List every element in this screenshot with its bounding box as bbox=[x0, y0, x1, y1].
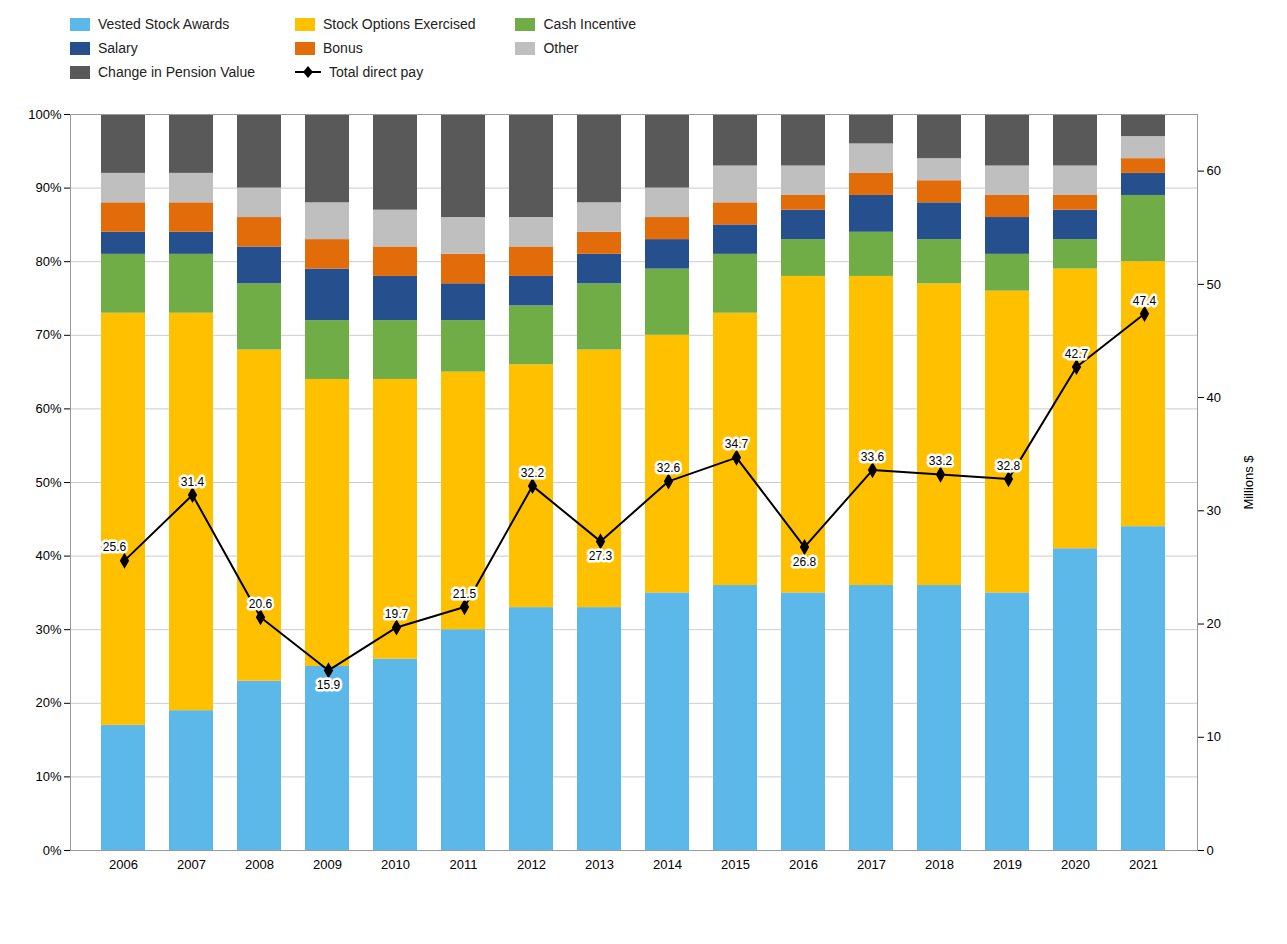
svg-text:19.7: 19.7 bbox=[385, 607, 409, 621]
svg-text:30: 30 bbox=[1207, 503, 1221, 518]
svg-text:32.8: 32.8 bbox=[997, 459, 1021, 473]
svg-text:21.5: 21.5 bbox=[453, 587, 477, 601]
svg-text:2016: 2016 bbox=[789, 857, 818, 872]
svg-text:100%: 100% bbox=[28, 107, 62, 122]
svg-text:20%: 20% bbox=[35, 695, 61, 710]
svg-text:27.3: 27.3 bbox=[589, 549, 613, 563]
html-text:Total direct pay: Total direct pay bbox=[329, 64, 424, 80]
svg-text:33.6: 33.6 bbox=[861, 450, 885, 464]
svg-text:70%: 70% bbox=[35, 327, 61, 342]
html-text:Stock Options Exercised: Stock Options Exercised bbox=[323, 16, 476, 32]
svg-text:32.2: 32.2 bbox=[521, 466, 545, 480]
svg-text:50: 50 bbox=[1207, 277, 1221, 292]
svg-text:80%: 80% bbox=[35, 254, 61, 269]
svg-text:90%: 90% bbox=[35, 180, 61, 195]
svg-text:15.9: 15.9 bbox=[317, 678, 341, 692]
svg-text:2021: 2021 bbox=[1129, 857, 1158, 872]
svg-text:42.7: 42.7 bbox=[1065, 347, 1089, 361]
svg-text:Millions $: Millions $ bbox=[1241, 455, 1256, 510]
svg-text:2009: 2009 bbox=[313, 857, 342, 872]
svg-text:26.8: 26.8 bbox=[793, 555, 817, 569]
svg-text:60%: 60% bbox=[35, 401, 61, 416]
html-text:Change in Pension Value: Change in Pension Value bbox=[98, 64, 255, 80]
html-text:Other: Other bbox=[543, 40, 579, 56]
svg-text:2007: 2007 bbox=[177, 857, 206, 872]
html-text:Bonus: Bonus bbox=[323, 40, 363, 56]
svg-text:2010: 2010 bbox=[381, 857, 410, 872]
svg-text:34.7: 34.7 bbox=[725, 437, 749, 451]
svg-text:2017: 2017 bbox=[857, 857, 886, 872]
svg-text:10: 10 bbox=[1207, 729, 1221, 744]
svg-text:0%: 0% bbox=[43, 843, 62, 858]
svg-text:40: 40 bbox=[1207, 390, 1221, 405]
svg-text:47.4: 47.4 bbox=[1133, 294, 1157, 308]
svg-text:2011: 2011 bbox=[450, 857, 478, 872]
html-text:Cash Incentive: Cash Incentive bbox=[543, 16, 637, 32]
svg-text:25.6: 25.6 bbox=[103, 540, 127, 554]
svg-text:2012: 2012 bbox=[517, 857, 546, 872]
svg-text:32.6: 32.6 bbox=[657, 461, 681, 475]
svg-text:33.2: 33.2 bbox=[929, 454, 953, 468]
svg-text:40%: 40% bbox=[35, 548, 61, 563]
svg-text:60: 60 bbox=[1207, 163, 1221, 178]
svg-text:10%: 10% bbox=[35, 769, 61, 784]
svg-text:2018: 2018 bbox=[925, 857, 954, 872]
svg-text:20: 20 bbox=[1207, 616, 1221, 631]
svg-text:31.4: 31.4 bbox=[181, 475, 205, 489]
svg-text:2014: 2014 bbox=[653, 857, 682, 872]
svg-text:30%: 30% bbox=[35, 622, 61, 637]
html-text:Salary: Salary bbox=[98, 40, 138, 56]
svg-text:2019: 2019 bbox=[993, 857, 1022, 872]
svg-text:2013: 2013 bbox=[585, 857, 614, 872]
svg-text:0: 0 bbox=[1207, 843, 1214, 858]
html-text:Vested Stock Awards: Vested Stock Awards bbox=[98, 16, 230, 32]
svg-text:50%: 50% bbox=[35, 475, 61, 490]
svg-text:2015: 2015 bbox=[721, 857, 750, 872]
svg-text:2006: 2006 bbox=[109, 857, 138, 872]
svg-text:2008: 2008 bbox=[245, 857, 274, 872]
svg-text:2020: 2020 bbox=[1061, 857, 1090, 872]
svg-text:20.6: 20.6 bbox=[249, 597, 273, 611]
